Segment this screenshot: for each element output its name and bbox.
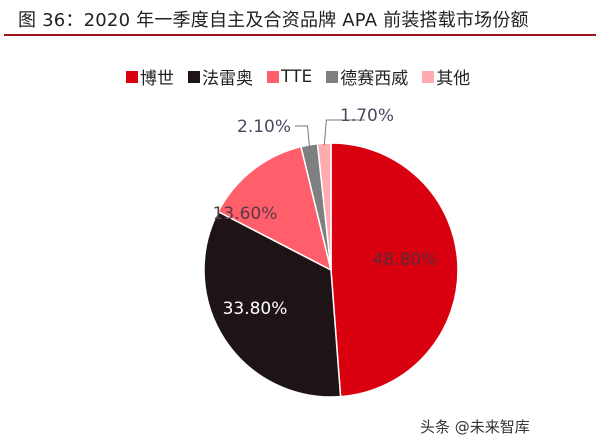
watermark: 头条 @未来智库	[420, 418, 530, 436]
legend-label: 德赛西威	[340, 69, 409, 89]
legend-swatch	[326, 70, 339, 83]
legend-label: TTE	[281, 66, 313, 87]
legend-item: 博世	[126, 64, 174, 89]
data-label: 2.10%	[237, 117, 291, 137]
legend-swatch	[422, 70, 435, 83]
legend-swatch	[126, 70, 138, 83]
data-label: 33.80%	[223, 299, 288, 319]
title-underline	[4, 34, 596, 36]
leader-line	[323, 119, 365, 146]
legend-label: 其他	[436, 69, 471, 89]
data-label: 13.60%	[213, 204, 278, 224]
legend-swatch	[267, 70, 279, 83]
chart-title: 图 36：2020 年一季度自主及合资品牌 APA 前装搭载市场份额	[18, 10, 529, 31]
legend-swatch	[188, 70, 200, 83]
legend-item: 其他	[422, 64, 470, 89]
legend-item: 德赛西威	[326, 64, 408, 89]
pie-slice	[330, 142, 459, 398]
legend-label: 法雷奥	[202, 69, 253, 89]
legend-item: 法雷奥	[188, 64, 253, 89]
legend-item: TTE	[267, 64, 312, 89]
legend: 博世 法雷奥 TTE 德赛西威 其他	[126, 64, 470, 89]
data-label: 48.80%	[373, 250, 438, 270]
leader-line	[295, 125, 311, 147]
legend-label: 博世	[140, 69, 174, 89]
pie-slice	[217, 145, 333, 272]
data-label: 1.70%	[340, 106, 394, 126]
